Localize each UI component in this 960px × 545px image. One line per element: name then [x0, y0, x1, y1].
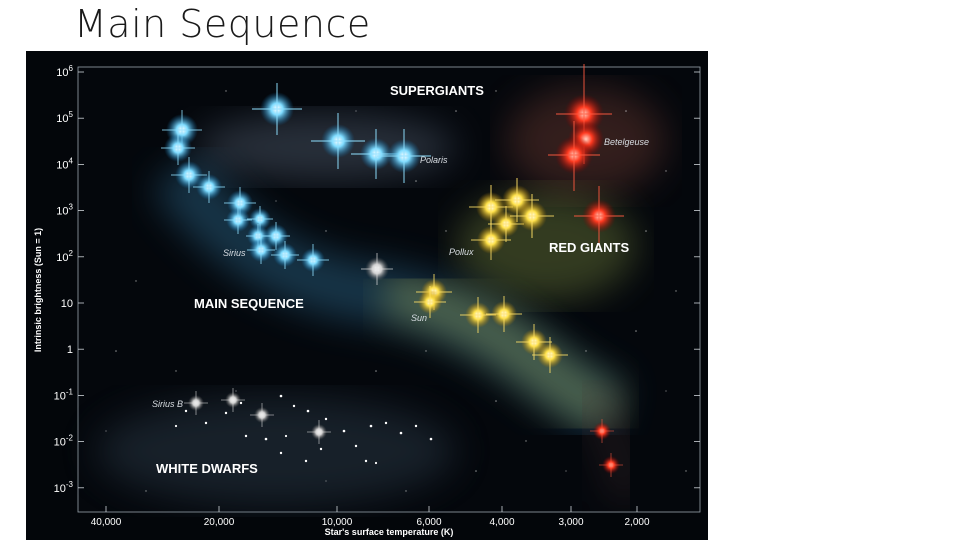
white-dwarf-dots: [174, 394, 433, 465]
blue-star: [171, 157, 207, 193]
blue-star: [297, 244, 329, 276]
starfield: [105, 90, 687, 492]
x-tick-label: 3,000: [558, 517, 583, 528]
white-dwarfs: [184, 388, 331, 444]
hertzsprung-russell-diagram: SUPERGIANTS RED GIANTS MAIN SEQUENCE WHI…: [26, 51, 708, 540]
y-tick-label: 105: [56, 110, 73, 125]
main-sequence-label: MAIN SEQUENCE: [194, 296, 304, 311]
y-tick-label: 1: [67, 344, 73, 356]
pollux-star: [471, 220, 511, 260]
y-tick-label: 10: [61, 298, 73, 310]
x-tick-label: 6,000: [416, 517, 441, 528]
y-tick-label: 103: [56, 203, 73, 218]
yellow-stars: [414, 178, 568, 373]
x-axis-ticks: 40,000 20,000 10,000 6,000 4,000 3,000 2,000: [91, 506, 650, 528]
x-tick-label: 2,000: [624, 517, 649, 528]
slide-title: Main Sequence: [74, 2, 371, 46]
pollux-label: Pollux: [449, 247, 474, 257]
blue-star: [252, 83, 302, 135]
white-dwarf-star: [221, 388, 245, 412]
sirius-b-star: [184, 391, 208, 415]
supergiants-label: SUPERGIANTS: [390, 83, 484, 98]
y-tick-label: 102: [56, 249, 73, 264]
y-tick-label: 10-3: [54, 480, 74, 495]
y-tick-label: 106: [56, 64, 73, 79]
sirius-label: Sirius: [223, 248, 246, 258]
yellow-star: [532, 337, 568, 373]
red-star: [548, 121, 600, 191]
blue-star: [224, 206, 252, 234]
red-dwarf-star: [590, 419, 614, 443]
red-giants-label: RED GIANTS: [549, 240, 630, 255]
sun-label: Sun: [411, 313, 427, 323]
yellow-star: [486, 296, 522, 332]
y-tick-label: 10-1: [54, 387, 74, 402]
yellow-star: [460, 297, 496, 333]
sun-star: [414, 286, 446, 318]
red-stars: [548, 64, 624, 477]
betelgeuse-label: Betelgeuse: [604, 137, 649, 147]
y-axis-label: Intrinsic brightness (Sun = 1): [33, 228, 43, 352]
white-star: [361, 253, 393, 285]
x-tick-label: 40,000: [91, 517, 122, 528]
x-tick-label: 10,000: [322, 517, 353, 528]
sirius-b-label: Sirius B: [152, 399, 183, 409]
blue-star: [271, 241, 299, 269]
x-tick-label: 4,000: [489, 517, 514, 528]
blue-star: [161, 131, 195, 165]
sirius-star: [247, 236, 275, 264]
x-tick-label: 20,000: [204, 517, 235, 528]
white-dwarfs-label: WHITE DWARFS: [156, 461, 258, 476]
yellow-star: [510, 194, 554, 238]
blue-star: [193, 171, 225, 203]
blue-star: [311, 113, 365, 169]
polaris-star: [377, 129, 431, 183]
white-dwarf-star: [250, 403, 274, 427]
red-star: [574, 186, 624, 246]
y-tick-label: 104: [56, 156, 73, 171]
blue-stars: [161, 83, 431, 276]
red-dwarf-star: [599, 453, 623, 477]
hr-diagram-svg: SUPERGIANTS RED GIANTS MAIN SEQUENCE WHI…: [33, 64, 701, 537]
polaris-label: Polaris: [420, 155, 448, 165]
white-dwarf-star: [307, 420, 331, 444]
x-axis-label: Star's surface temperature (K): [325, 527, 454, 537]
y-tick-label: 10-2: [54, 434, 74, 449]
